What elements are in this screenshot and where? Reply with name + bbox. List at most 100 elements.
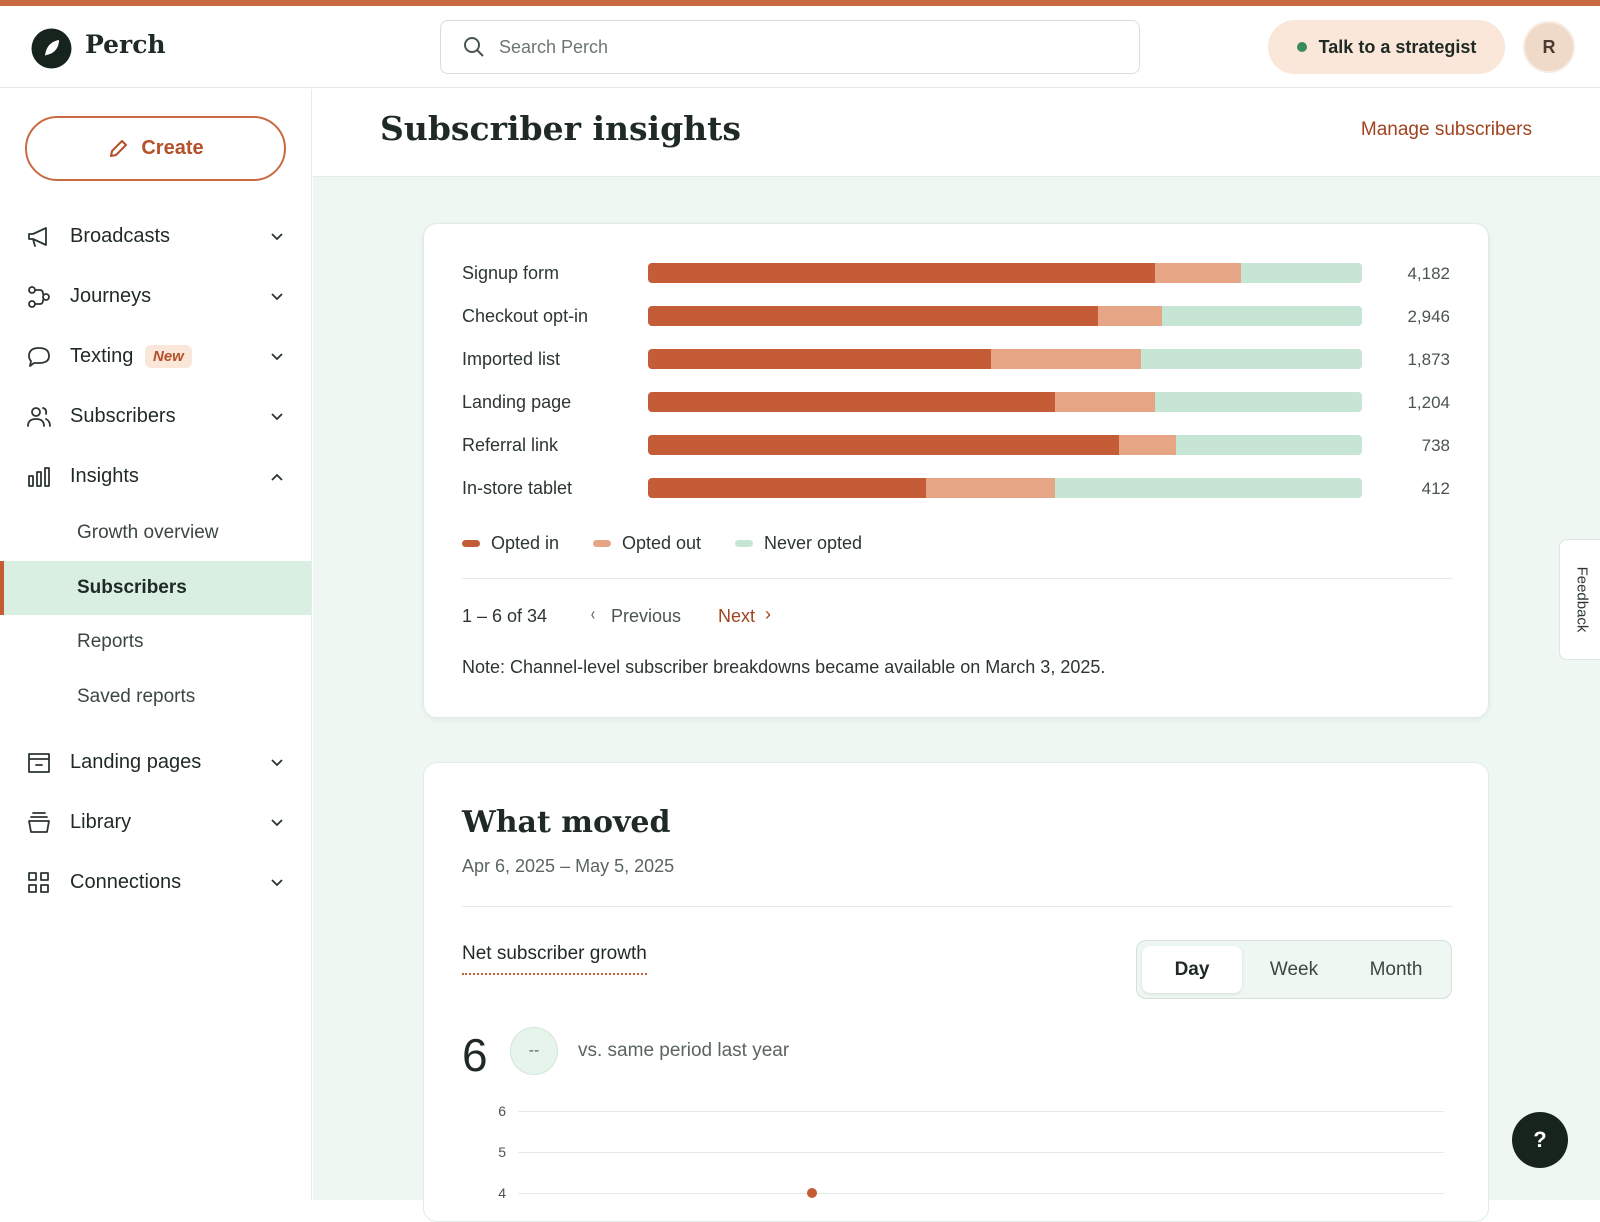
- y-tick-label: 6: [498, 1103, 506, 1119]
- legend-swatch: [593, 540, 611, 547]
- nav-label[interactable]: Journeys: [70, 285, 152, 307]
- chevron[interactable]: [270, 472, 284, 482]
- bar-segment: [648, 478, 927, 498]
- main: Signup form 4,182 Checkout opt-in 2,946 Impo…: [313, 177, 1600, 1222]
- nav-label[interactable]: Insights: [70, 465, 139, 487]
- avatar[interactable]: R: [1523, 21, 1575, 73]
- row-total: 738: [1421, 436, 1450, 455]
- feedback-tab[interactable]: Feedback: [1559, 539, 1600, 660]
- data-point: [807, 1188, 817, 1198]
- nav-icon: [28, 872, 49, 893]
- feedback-label: Feedback: [1573, 566, 1590, 633]
- y-tick-label: 4: [498, 1185, 506, 1201]
- pencil-icon: [110, 139, 128, 157]
- nav-sublabel[interactable]: Growth overview: [77, 522, 219, 543]
- bar-segment: [1162, 306, 1362, 326]
- nav-active-bg: [0, 560, 311, 615]
- nav-label[interactable]: Broadcasts: [70, 225, 171, 247]
- legend-swatch: [735, 540, 753, 547]
- prev-link[interactable]: Previous: [611, 606, 682, 626]
- nav-label[interactable]: Subscribers: [70, 405, 176, 427]
- page-header: Subscriber insights Manage subscribers: [313, 89, 1600, 177]
- bar-segment: [1119, 435, 1177, 455]
- bar-segment: [1154, 263, 1241, 283]
- nav-label[interactable]: Texting: [70, 345, 134, 367]
- nav-sublabel[interactable]: Reports: [77, 631, 144, 652]
- bar-segment: [1054, 392, 1155, 412]
- chevron[interactable]: [270, 878, 284, 888]
- row-total: 2,946: [1407, 307, 1450, 326]
- grid-line: [518, 1193, 1444, 1194]
- nav-icon: [28, 227, 47, 247]
- bar-segment: [648, 263, 1155, 283]
- page-title: Subscriber insights: [380, 109, 741, 148]
- nav-icon: [28, 812, 50, 833]
- status-dot: [1296, 42, 1307, 52]
- logo: [31, 28, 72, 69]
- comparison: vs. same period last year: [578, 1040, 790, 1061]
- period-option[interactable]: Month: [1369, 958, 1423, 980]
- row-label: Referral link: [462, 435, 559, 455]
- period-toggle: Day Week Month: [1136, 940, 1452, 999]
- search-icon: [464, 37, 484, 57]
- period-option[interactable]: Week: [1269, 958, 1319, 980]
- search-placeholder: Search Perch: [499, 36, 609, 57]
- header: Perch Search Perch Talk to a strategist …: [0, 6, 1600, 88]
- nav-sublabel[interactable]: Subscribers: [77, 576, 187, 598]
- legend-label: Never opted: [764, 533, 863, 553]
- next-link[interactable]: Next: [718, 606, 756, 626]
- brand: Perch: [85, 30, 166, 59]
- bar-segment: [1176, 435, 1362, 455]
- divider: [462, 906, 1452, 907]
- section-title: What moved: [462, 805, 671, 840]
- change-pill: --: [510, 1027, 558, 1075]
- bar-segment: [648, 392, 1055, 412]
- nav-icon: [28, 347, 50, 367]
- cta-button[interactable]: Talk to a strategist: [1268, 20, 1505, 74]
- bar-segment: [648, 435, 1120, 455]
- date-range: Apr 6, 2025 – May 5, 2025: [462, 856, 675, 876]
- sidebar: Create Broadcasts Journeys Texting New Subsc…: [0, 89, 312, 1200]
- nav-sublabel[interactable]: Saved reports: [77, 685, 196, 707]
- row-label: Landing page: [462, 392, 572, 412]
- chevron[interactable]: [270, 412, 284, 422]
- legend-swatch: [462, 540, 480, 547]
- row-total: 1,873: [1407, 350, 1450, 369]
- chevron[interactable]: [270, 758, 284, 768]
- bar-segment: [1140, 349, 1362, 369]
- chevron[interactable]: [270, 352, 284, 362]
- row-label: Imported list: [462, 349, 561, 369]
- y-tick-label: 5: [498, 1144, 506, 1160]
- metric-value: 6: [462, 1029, 488, 1081]
- nav-badge: New: [145, 345, 192, 368]
- legend-label: Opted in: [491, 533, 560, 553]
- help-button[interactable]: ?: [1512, 1112, 1568, 1168]
- top-bar: [0, 0, 1600, 6]
- chevron[interactable]: [270, 232, 284, 242]
- nav-label[interactable]: Library: [70, 811, 132, 833]
- bar-segment: [1054, 478, 1362, 498]
- next-chevron: ›: [765, 604, 771, 624]
- nav-icon: [28, 753, 50, 773]
- nav-icon: [27, 407, 51, 427]
- bar-segment: [1154, 392, 1362, 412]
- row-label: Signup form: [462, 263, 560, 283]
- period-option[interactable]: Day: [1142, 946, 1242, 993]
- chevron[interactable]: [270, 818, 284, 828]
- bar-segment: [648, 306, 1098, 326]
- create-button[interactable]: Create: [25, 116, 286, 181]
- cta-label: Talk to a strategist: [1318, 36, 1477, 57]
- metric-label[interactable]: Net subscriber growth: [462, 943, 647, 975]
- divider: [462, 578, 1452, 579]
- search-box[interactable]: Search Perch: [440, 20, 1140, 74]
- row-total: 1,204: [1407, 393, 1450, 412]
- bar-segment: [648, 349, 991, 369]
- bar-segment: [1240, 263, 1362, 283]
- row-total: 4,182: [1407, 264, 1450, 283]
- prev-chevron: ‹: [590, 604, 596, 624]
- chevron[interactable]: [270, 292, 284, 302]
- nav-label[interactable]: Connections: [70, 871, 182, 893]
- nav-label[interactable]: Landing pages: [70, 751, 202, 773]
- manage-link[interactable]: Manage subscribers: [1360, 119, 1532, 140]
